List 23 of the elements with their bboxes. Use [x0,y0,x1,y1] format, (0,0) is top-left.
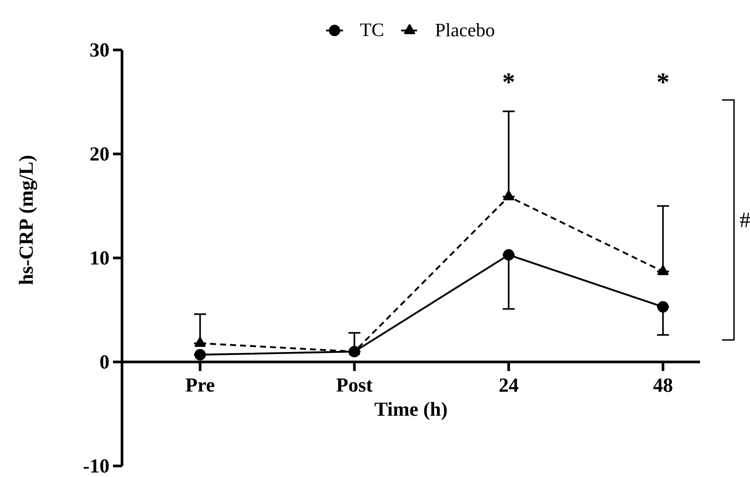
y-tick-label: -10 [84,459,109,473]
x-tick-label: 24 [500,378,518,392]
x-axis-title: Time (h) [374,402,447,420]
legend-label: TC [360,23,384,36]
point [657,265,669,276]
text: # [740,212,750,228]
y-tick-label: 20 [90,147,109,161]
y-axis-title: hs-CRP (mg/L) [18,156,38,285]
y-tick-label: 0 [100,355,109,369]
legend-label: Placebo [435,23,494,36]
point [657,301,669,313]
y-tick-label: 30 [90,43,109,57]
point [348,346,360,358]
annotation: * [503,73,514,84]
point [194,336,206,347]
y-tick-label: 10 [91,251,109,265]
annotation: * [658,73,668,84]
x-tick-label: 48 [653,378,672,392]
x-tick-label: Pre [186,378,214,392]
x-tick-label: Post [336,378,373,392]
point [503,190,514,200]
point [502,249,514,261]
point [194,349,206,360]
